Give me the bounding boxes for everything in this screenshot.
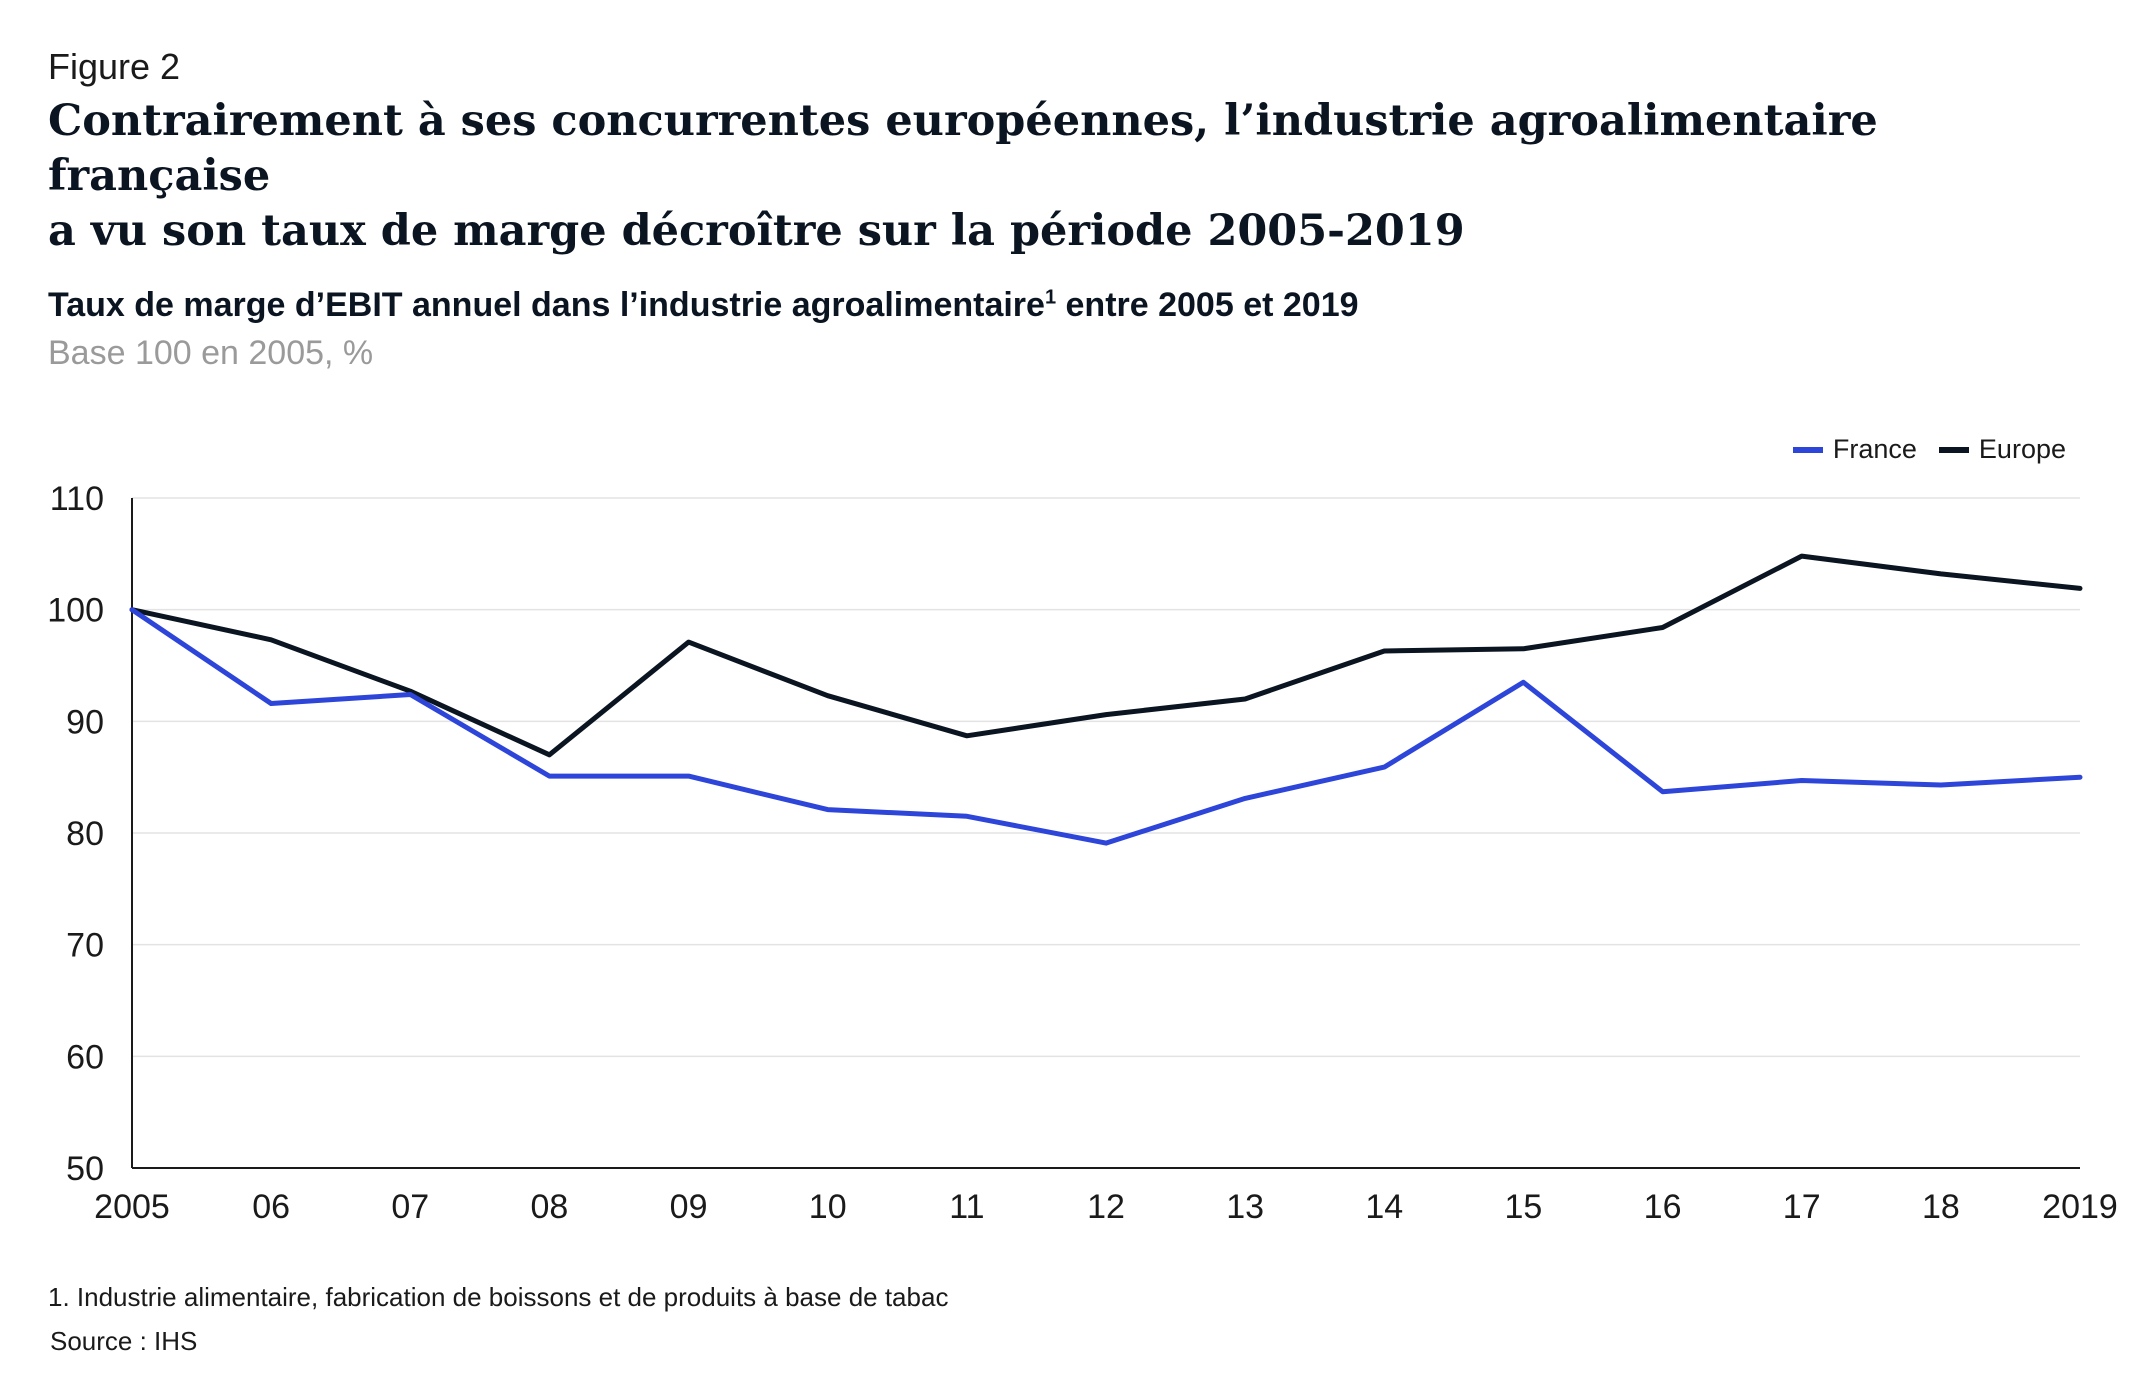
x-tick-label-13: 13 <box>1226 1188 1264 1226</box>
axes: 50 60 70 80 90 100 110 2005 06 07 08 09 10 11 12 13 14 15… <box>47 480 2118 1226</box>
footnote: 1. Industrie alimentaire, fabrication de… <box>48 1282 949 1312</box>
y-tick-label-60: 60 <box>66 1038 104 1076</box>
y-tick-label-100: 100 <box>47 592 104 630</box>
chart-title-suffix: entre 2005 et 2019 <box>1056 286 1359 324</box>
x-tick-label-16: 16 <box>1644 1188 1682 1226</box>
series-lines <box>129 553 2083 846</box>
x-tick-label-12: 12 <box>1087 1188 1125 1226</box>
gridlines <box>132 497 2080 1058</box>
x-tick-label-06: 06 <box>252 1188 290 1226</box>
y-tick-label-70: 70 <box>66 927 104 965</box>
headline: Contrairement à ses concurrentes europée… <box>48 94 2048 259</box>
legend-item-europe: Europe <box>1938 434 2066 465</box>
y-tick-label-110: 110 <box>50 480 104 518</box>
legend-swatch-france <box>1792 446 1823 453</box>
x-tick-label-11: 11 <box>949 1188 984 1226</box>
series-line-france <box>129 607 2083 846</box>
source-note: Source : IHS <box>50 1326 198 1356</box>
y-tick-label-50: 50 <box>66 1150 104 1188</box>
y-tick-label-80: 80 <box>66 815 104 853</box>
figure-label: Figure 2 <box>48 46 181 87</box>
chart-legend: France Europe <box>1771 434 2066 465</box>
x-tick-label-14: 14 <box>1365 1188 1403 1226</box>
x-tick-label-07: 07 <box>391 1188 429 1226</box>
series-line-europe <box>129 553 2083 758</box>
x-tick-label-09: 09 <box>670 1188 708 1226</box>
x-tick-label-08: 08 <box>531 1188 569 1226</box>
x-tick-label-17: 17 <box>1783 1188 1821 1226</box>
chart-subtitle: Base 100 en 2005, % <box>48 334 374 372</box>
chart-title-text: Taux de marge d’EBIT annuel dans l’indus… <box>48 286 1045 324</box>
x-tick-label-2019: 2019 <box>2042 1188 2118 1226</box>
x-tick-label-15: 15 <box>1505 1188 1543 1226</box>
x-tick-label-2005: 2005 <box>94 1188 170 1226</box>
legend-item-france: France <box>1792 434 1917 465</box>
legend-swatch-europe <box>1938 446 1969 453</box>
x-tick-label-18: 18 <box>1922 1188 1960 1226</box>
chart-title: Taux de marge d’EBIT annuel dans l’indus… <box>48 286 1359 325</box>
y-tick-label-90: 90 <box>66 703 104 741</box>
x-tick-label-10: 10 <box>809 1188 847 1226</box>
headline-line-1: Contrairement à ses concurrentes europée… <box>48 96 1878 201</box>
legend-label-france: France <box>1832 434 1917 464</box>
chart-title-footnote-mark: 1 <box>1044 286 1057 309</box>
legend-label-europe: Europe <box>1978 434 2066 464</box>
headline-line-2: a vu son taux de marge décroître sur la … <box>48 206 1465 256</box>
